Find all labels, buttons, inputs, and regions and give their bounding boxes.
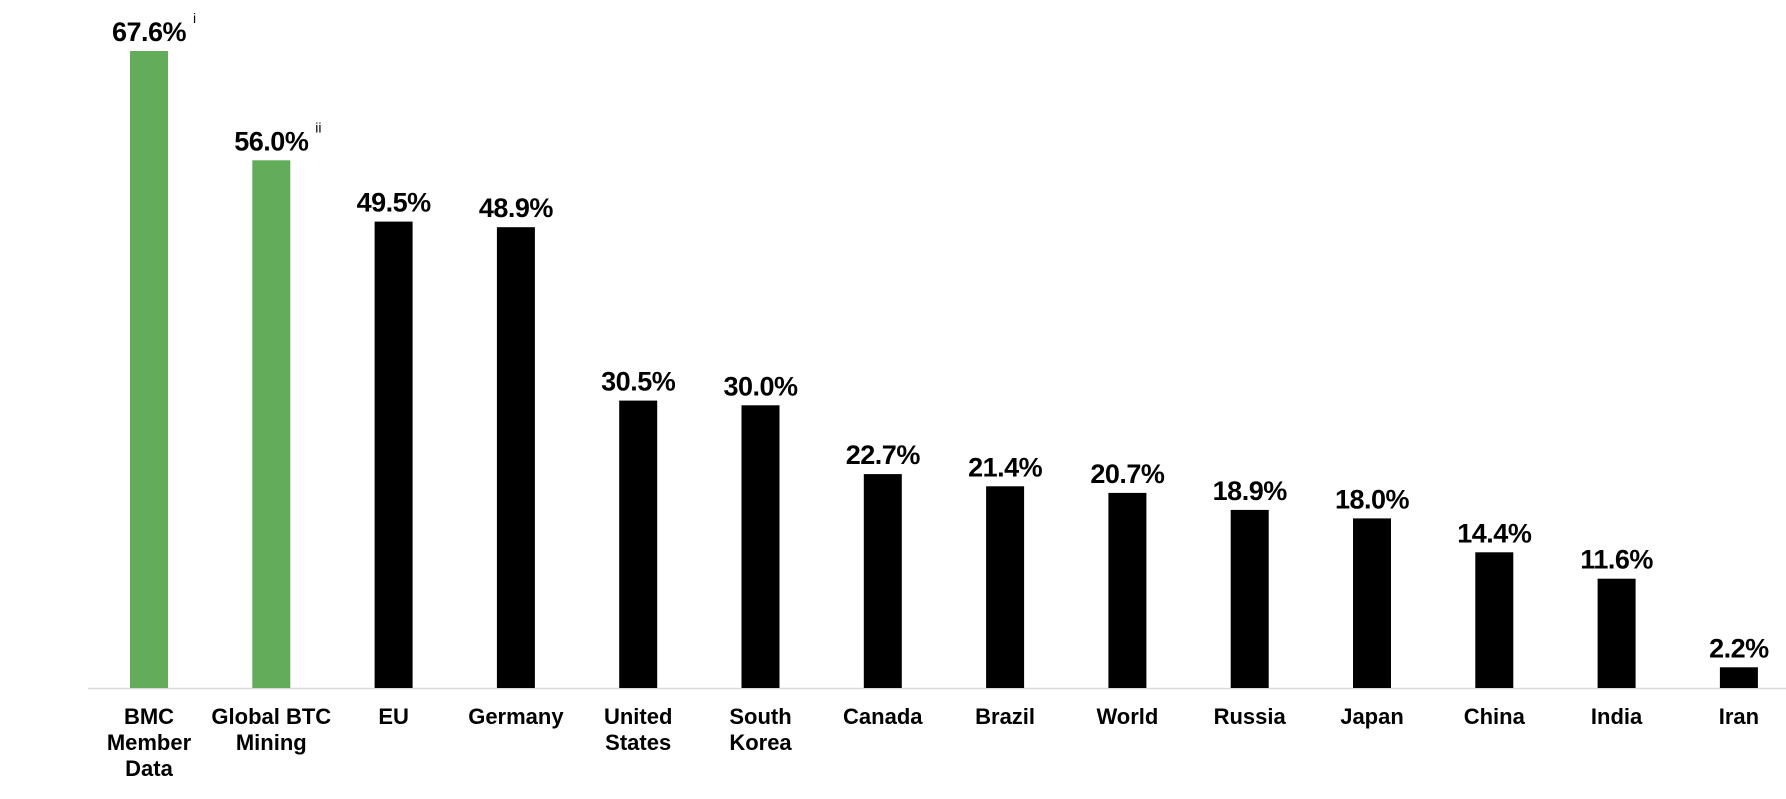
bar: [374, 221, 413, 688]
category-label-line: Korea: [729, 730, 792, 755]
data-label: 14.4%: [1457, 518, 1532, 548]
bar: [1475, 552, 1514, 688]
bar: [863, 474, 902, 688]
footnote-mark: ii: [315, 119, 321, 135]
bar: [1353, 518, 1391, 688]
category-label-line: Member: [107, 730, 192, 755]
category-label-line: Iran: [1719, 704, 1759, 729]
data-label: 18.0%: [1335, 484, 1410, 514]
category-label-line: Japan: [1340, 704, 1404, 729]
category-label: EU: [378, 704, 409, 729]
category-label: South Korea: [729, 704, 792, 755]
data-label: 48.9%: [479, 193, 554, 223]
category-label: Iran: [1719, 704, 1759, 729]
data-label: 18.9%: [1213, 476, 1288, 506]
category-label-line: India: [1591, 704, 1643, 729]
category-label-line: Brazil: [975, 704, 1035, 729]
category-label: Global BTC Mining: [211, 704, 331, 755]
bar: [741, 405, 780, 688]
category-label-line: BMC: [124, 704, 174, 729]
footnote-mark: i: [193, 10, 196, 26]
data-label: 49.5%: [357, 188, 432, 218]
category-label: Japan: [1340, 704, 1404, 729]
data-label: 30.5%: [601, 367, 676, 397]
category-label: China: [1464, 704, 1526, 729]
category-label-line: World: [1096, 704, 1158, 729]
category-label-line: Mining: [236, 730, 307, 755]
category-label-line: EU: [378, 704, 409, 729]
data-label: 67.6%: [112, 17, 187, 47]
category-label-line: Russia: [1214, 704, 1287, 729]
category-label: United States: [604, 704, 672, 755]
data-label: 30.0%: [723, 371, 798, 401]
category-label-line: Canada: [843, 704, 923, 729]
bar: [619, 400, 658, 688]
data-label: 21.4%: [968, 452, 1043, 482]
category-label-line: States: [605, 730, 671, 755]
data-label: 56.0%: [234, 126, 309, 156]
bar: [1597, 578, 1636, 688]
category-label-line: South: [729, 704, 791, 729]
category-label: Russia: [1214, 704, 1287, 729]
category-label-line: United: [604, 704, 672, 729]
category-label-line: Data: [125, 756, 173, 781]
category-labels-group: BMC Member Data Global BTC Mining EU Germany Un…: [107, 704, 1759, 781]
bar: [130, 51, 168, 688]
category-label-line: Global BTC: [211, 704, 331, 729]
bars-group: [130, 51, 1758, 689]
data-label: 20.7%: [1090, 459, 1165, 489]
data-label: 11.6%: [1580, 545, 1653, 575]
bar: [1230, 509, 1269, 688]
bar: [1108, 492, 1147, 688]
bar: [1719, 667, 1758, 688]
data-label: 2.2%: [1709, 633, 1769, 663]
category-label-line: Germany: [468, 704, 564, 729]
category-label: World: [1096, 704, 1158, 729]
bar: [986, 486, 1025, 688]
category-label: Brazil: [975, 704, 1035, 729]
value-labels-group: 67.6% i 56.0% ii 49.5% 48.9% 30.5% 30.0% 22.7% 21…: [112, 10, 1770, 663]
category-label: Germany: [468, 704, 564, 729]
category-label-line: China: [1464, 704, 1526, 729]
category-label: BMC Member Data: [107, 704, 192, 781]
category-label: India: [1591, 704, 1643, 729]
category-label: Canada: [843, 704, 923, 729]
bar: [496, 227, 535, 688]
data-label: 22.7%: [846, 440, 921, 470]
bar: [252, 160, 291, 689]
